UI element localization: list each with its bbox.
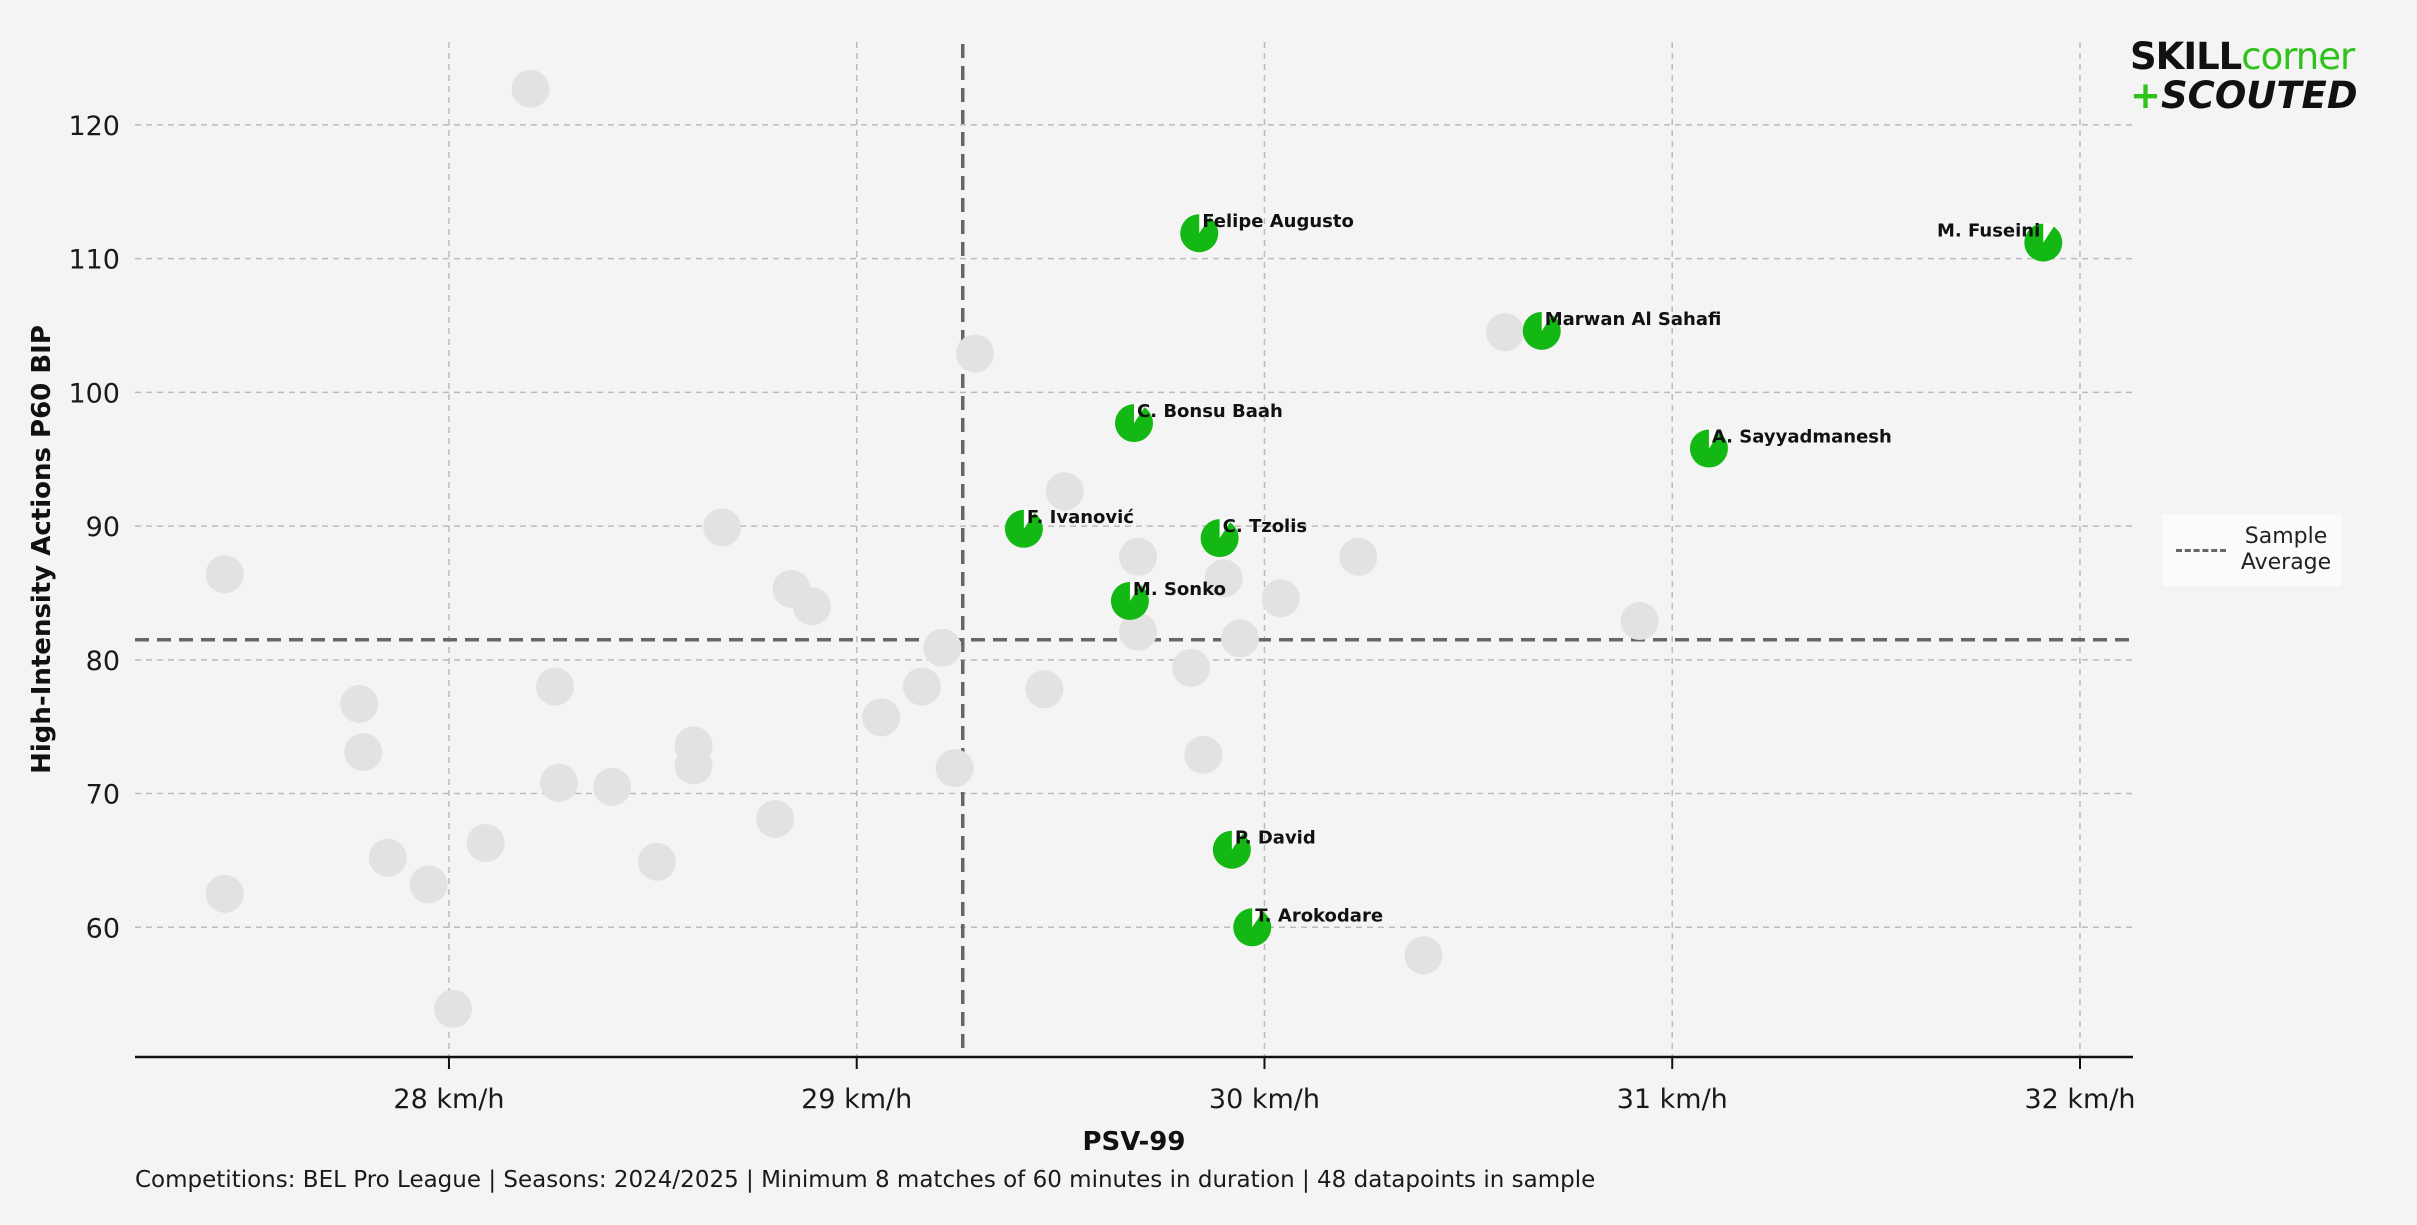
highlighted-players-points [1004,213,2063,947]
x-tick-label-29: 29 km/h [801,1084,912,1115]
player-labels: Felipe Augusto M. Fuseini Marwan Al Sahafi… [1027,211,2040,926]
highlight-point-m-fuseini [2024,223,2063,262]
other-player-point-18 [1025,670,1064,709]
grid-lines [135,42,2133,1057]
logo-plus-text: + [2130,74,2162,117]
axes: 60 70 80 90 100 110 120 28 km/h 29 km/h 30 km/h 31… [27,111,2136,1157]
other-player-point-8 [1204,559,1243,598]
x-tick-label-31: 31 km/h [1617,1084,1728,1115]
point-label-c-bonsu-baah: C. Bonsu Baah [1137,401,1283,422]
highlight-point-notch-f-ivanovi [1023,508,1035,529]
highlight-point-notch-p-david [1231,829,1243,850]
point-label-t-arokodare: T. Arokodare [1255,905,1383,926]
y-tick-label-80: 80 [86,646,120,677]
skillcorner-scouted-logo: SKILLcorner +SCOUTED [2130,38,2380,114]
x-tick-label-32: 32 km/h [2024,1084,2135,1115]
other-player-point-3 [1045,472,1084,511]
other-player-point-0 [511,69,550,108]
other-player-point-21 [862,698,901,737]
point-label-f-ivanovi: F. Ivanović [1027,507,1134,528]
other-player-point-28 [593,767,632,806]
other-player-point-1 [955,334,994,373]
point-label-m-fuseini: M. Fuseini [1937,221,2040,242]
other-player-point-14 [1119,612,1158,651]
highlight-point-notch-m-sonko [1129,580,1141,601]
other-player-point-27 [540,763,579,802]
y-tick-label-70: 70 [86,780,120,811]
other-player-point-19 [535,667,574,706]
other-players-points [205,69,1659,1028]
highlight-point-notch-m-fuseini [2043,222,2055,243]
point-label-m-sonko: M. Sonko [1133,579,1226,600]
other-player-point-26 [1184,735,1223,774]
legend-dashed-line-swatch [2176,549,2226,552]
highlight-point-notch-c-bonsu-baah [1134,403,1145,424]
other-player-point-9 [1261,579,1300,618]
y-tick-label-110: 110 [68,245,120,276]
x-tick-label-28: 28 km/h [393,1084,504,1115]
other-player-point-20 [340,684,379,723]
other-player-point-11 [792,587,831,626]
other-player-point-6 [1119,537,1158,576]
other-player-point-16 [1172,648,1211,687]
other-player-point-34 [205,874,244,913]
other-player-point-5 [205,555,244,594]
highlight-point-notch-felipe-augusto [1199,213,1211,234]
y-tick-label-100: 100 [68,378,120,409]
other-player-point-12 [923,628,962,667]
other-player-point-17 [902,667,941,706]
logo-corner-text: corner [2241,35,2355,78]
highlight-point-notch-a-sayyadmanesh [1708,428,1720,449]
other-player-point-7 [1339,537,1378,576]
x-tick-label-30: 30 km/h [1209,1084,1320,1115]
footer-caption: Competitions: BEL Pro League | Seasons: … [135,1167,1596,1193]
other-player-point-4 [703,508,742,547]
point-label-a-sayyadmanesh: A. Sayyadmanesh [1712,427,1892,448]
other-player-point-15 [1620,602,1659,641]
point-label-marwan-al-sahafi: Marwan Al Sahafi [1545,309,1722,330]
y-tick-label-60: 60 [86,913,120,944]
other-player-point-33 [409,865,448,904]
point-label-felipe-augusto: Felipe Augusto [1202,211,1354,232]
y-tick-label-90: 90 [86,512,120,543]
highlight-point-notch-marwan-al-sahafi [1541,310,1553,331]
point-label-c-tzolis: C. Tzolis [1223,516,1308,537]
highlight-point-notch-c-tzolis [1219,518,1231,539]
other-player-point-24 [674,746,713,785]
logo-skill-text: SKILL [2130,35,2242,78]
other-player-point-36 [434,989,473,1028]
other-player-point-23 [344,733,383,772]
other-player-point-31 [368,838,407,877]
legend: Sample Average [2162,514,2342,586]
other-player-point-13 [1221,619,1260,658]
other-player-point-30 [466,824,505,863]
y-axis-title: High-Intensity Actions P60 BIP [27,325,57,774]
other-player-point-29 [756,799,795,838]
y-tick-label-120: 120 [68,111,120,142]
legend-label-text: Sample Average [2240,524,2332,575]
point-label-p-david: P. David [1235,828,1316,849]
other-player-point-35 [1404,936,1443,975]
highlight-point-notch-t-arokodare [1252,907,1264,928]
other-player-point-32 [637,842,676,881]
legend-label-sample-average: Sample Average [2236,524,2336,576]
logo-scouted-text: SCOUTED [2161,74,2358,117]
x-axis-title: PSV-99 [1083,1127,1186,1157]
other-player-point-25 [935,749,974,788]
other-player-point-2 [1486,313,1525,352]
